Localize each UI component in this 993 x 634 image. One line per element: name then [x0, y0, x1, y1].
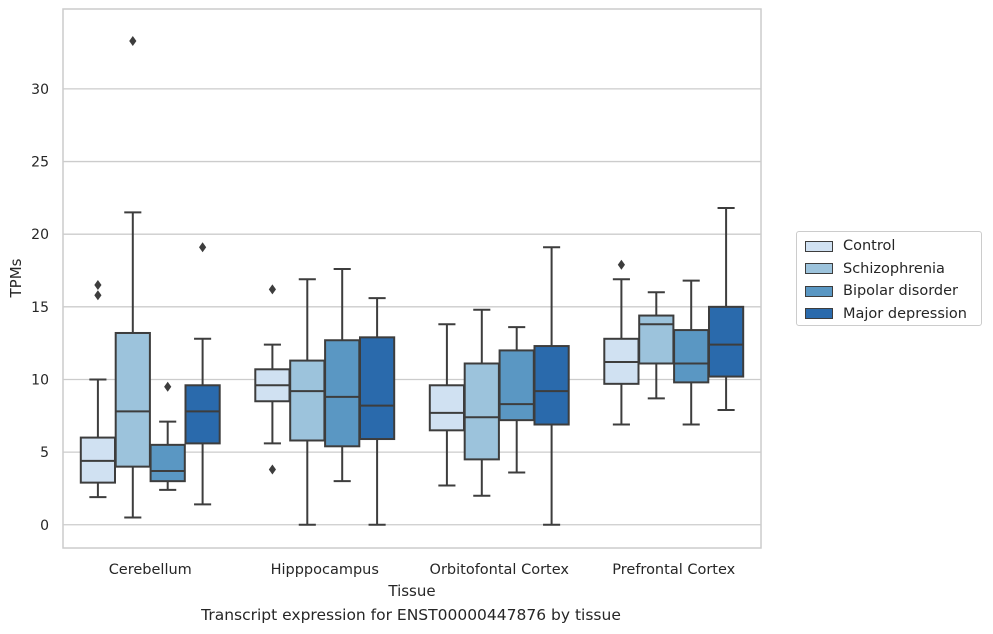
legend-swatch — [805, 263, 833, 275]
legend: Control Schizophrenia Bipolar disorder Majo… — [796, 231, 982, 326]
x-axis-label: Tissue — [387, 582, 435, 600]
x-tick-label: Orbitofontal Cortex — [430, 562, 570, 578]
legend-item: Major depression — [805, 303, 981, 326]
box-control — [79, 280, 117, 499]
box-iqr — [463, 362, 500, 461]
box-iqr — [184, 384, 221, 445]
legend-label: Bipolar disorder — [843, 283, 958, 300]
y-tick-labels: 0 5 10 15 20 25 30 — [31, 82, 49, 534]
outlier-point — [617, 259, 625, 270]
outlier-point — [94, 290, 102, 301]
box-schizophrenia — [463, 308, 500, 497]
box-iqr — [289, 359, 326, 442]
outlier-point — [94, 280, 102, 291]
box-iqr — [149, 443, 186, 483]
box-control — [603, 259, 640, 426]
x-tick-label: Cerebellum — [109, 562, 192, 578]
box-iqr — [673, 329, 710, 384]
legend-swatch — [805, 240, 833, 252]
outlier-point — [164, 381, 172, 392]
box-major-depression — [358, 297, 396, 526]
outlier-point — [268, 464, 276, 475]
box-iqr — [324, 339, 361, 448]
plot-frame — [62, 8, 762, 549]
box-control — [254, 284, 291, 475]
y-tick-label: 25 — [31, 155, 49, 171]
box-groups — [79, 35, 745, 526]
outlier-point — [268, 284, 276, 295]
y-tick-label: 0 — [40, 518, 49, 534]
box-bipolar-disorder — [498, 326, 535, 474]
y-tick-label: 30 — [31, 82, 49, 98]
y-tick-label: 10 — [31, 372, 49, 388]
legend-swatch — [805, 308, 833, 320]
y-tick-label: 20 — [31, 227, 49, 243]
legend-item: Control — [805, 235, 981, 258]
box-iqr — [707, 305, 745, 378]
legend-swatch — [805, 285, 833, 297]
y-axis-label: TPMs — [7, 258, 25, 298]
legend-label: Major depression — [843, 305, 967, 322]
legend-label: Schizophrenia — [843, 260, 945, 277]
y-tick-label: 15 — [31, 300, 49, 316]
box-major-depression — [707, 207, 745, 411]
x-tick-label: Hipppocampus — [271, 562, 379, 578]
x-tick-label: Prefrontal Cortex — [612, 562, 735, 578]
x-tick-labels: Cerebellum Hipppocampus Orbitofontal Corte… — [109, 562, 736, 578]
box-schizophrenia — [638, 291, 675, 400]
box-major-depression — [533, 246, 570, 526]
box-iqr — [428, 384, 466, 432]
y-tick-label: 5 — [40, 445, 49, 461]
box-iqr — [358, 336, 396, 441]
box-bipolar-disorder — [673, 279, 710, 426]
outlier-point — [199, 242, 207, 253]
box-iqr — [638, 314, 675, 365]
box-iqr — [114, 331, 151, 468]
chart-caption: Transcript expression for ENST0000044787… — [201, 606, 621, 624]
box-bipolar-disorder — [324, 268, 361, 483]
legend-label: Control — [843, 238, 896, 255]
box-major-depression — [184, 242, 221, 506]
box-schizophrenia — [289, 278, 326, 526]
outlier-point — [129, 35, 137, 46]
box-control — [428, 323, 466, 487]
box-bipolar-disorder — [149, 381, 186, 491]
box-schizophrenia — [114, 35, 151, 519]
box-iqr — [533, 345, 570, 426]
legend-item: Schizophrenia — [805, 258, 981, 281]
legend-item: Bipolar disorder — [805, 280, 981, 303]
box-iqr — [498, 349, 535, 422]
